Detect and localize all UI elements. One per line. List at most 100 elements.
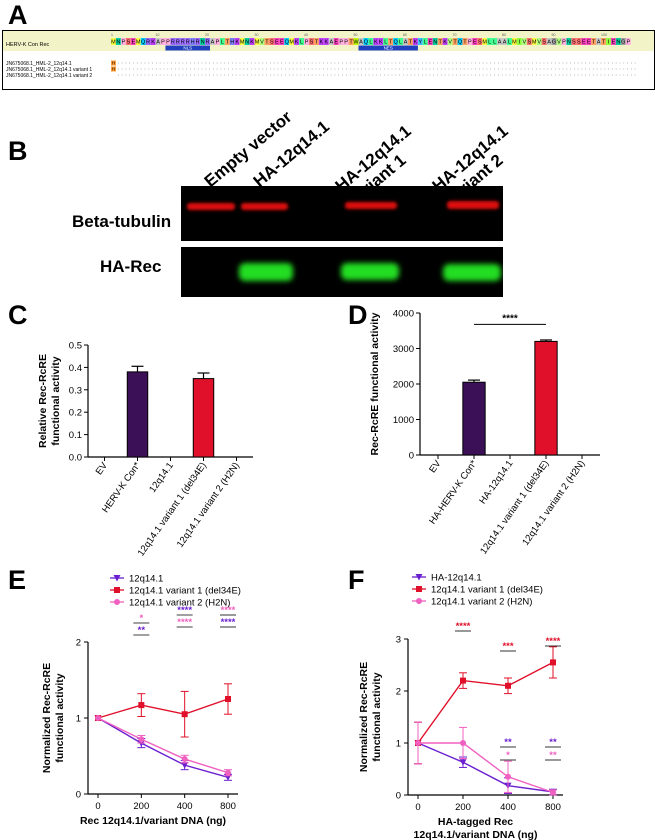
x-tick-label: 800: [545, 802, 561, 813]
residue-letter: L: [493, 40, 496, 46]
residue-letter: E: [612, 40, 616, 46]
residue-letter: M: [255, 40, 260, 46]
residue-cell: [388, 38, 394, 45]
residue-cell: [373, 38, 379, 45]
residue-letter: E: [582, 40, 586, 46]
residue-cell: [437, 38, 443, 45]
residue-letter: S: [542, 40, 546, 46]
nes-label: NES: [384, 46, 393, 51]
residue-cell: [561, 38, 567, 45]
residue-letter: A: [211, 40, 215, 46]
y-axis-label: Normalized Rec-RcREfunctional activity: [358, 662, 383, 772]
residue-cell: [625, 38, 631, 45]
nls-bar: [165, 45, 210, 51]
residue-letter: L: [399, 40, 402, 46]
panel-label-e: E: [8, 565, 27, 595]
data-point-triangle: [459, 759, 467, 766]
blot-tubulin: [181, 186, 503, 241]
residue-cell: [606, 38, 611, 45]
residue-cell: [205, 38, 210, 45]
residue-letter: K: [374, 40, 378, 46]
data-point-circle: [114, 599, 120, 605]
x-tick-label: 12q14.1: [147, 460, 176, 494]
residue-letter: T: [349, 40, 353, 46]
data-point-circle: [415, 740, 421, 746]
y-tick-label: 2: [396, 687, 401, 698]
text-line: functional activity: [54, 673, 66, 762]
residue-cell: [507, 38, 512, 45]
tubulin-band-1: [187, 203, 235, 210]
residue-letter: P: [468, 40, 472, 46]
significance-label: *: [506, 750, 510, 761]
residue-cell: [353, 38, 359, 45]
residue-cell: [393, 38, 399, 45]
ruler-tick-label: 50: [354, 33, 358, 37]
y-tick-label: 3000: [393, 344, 414, 355]
residue-cell: [457, 38, 463, 45]
series-line: [417, 661, 554, 744]
residue-cell: [210, 38, 215, 45]
y-tick-label: 1000: [393, 415, 414, 426]
data-point-triangle: [181, 762, 189, 769]
residue-letter: E: [473, 40, 477, 46]
residue-cell: [309, 38, 314, 45]
residue-letter: L: [300, 40, 303, 46]
residue-cell: [185, 38, 191, 45]
residue-letter: K: [443, 40, 447, 46]
ha-band-2: [239, 263, 293, 281]
x-tick-label: HA-12q14.1: [477, 458, 515, 506]
significance-label: ****: [177, 605, 192, 616]
y-tick-label: 0.0: [69, 453, 82, 464]
legend-label: 12q14.1: [129, 574, 163, 585]
y-tick-label: 0.3: [69, 385, 82, 396]
residue-letter: E: [280, 40, 284, 46]
consensus-name: HERV-K Con Rec: [6, 42, 50, 48]
residue-letter: G: [552, 40, 556, 46]
residue-cell: [417, 38, 423, 45]
significance-label: ****: [546, 636, 561, 647]
panel-label-b: B: [8, 136, 28, 166]
data-point-square: [505, 682, 511, 689]
significance-label: ****: [456, 621, 471, 632]
residue-letter: M: [289, 40, 294, 46]
residue-letter: E: [275, 40, 279, 46]
residue-letter: N: [567, 40, 571, 46]
residue-cell: [264, 38, 270, 45]
residue-cell: [571, 38, 577, 45]
series-line: [417, 742, 554, 793]
residue-letter: K: [414, 40, 418, 46]
residue-letter: V: [537, 40, 541, 46]
residue-letter: S: [577, 40, 581, 46]
residue-letter: R: [181, 40, 185, 46]
residue-letter: V: [557, 40, 561, 46]
x-tick-label: 200: [455, 802, 471, 813]
x-tick-label: 12q14.1 variant 1 (del34E): [478, 458, 551, 556]
residue-cell: [566, 38, 572, 45]
residue-cell: [150, 38, 156, 45]
y-tick-label: 1: [396, 739, 401, 750]
y-tick-label: 0.2: [69, 408, 82, 419]
residue-letter: M: [532, 40, 537, 46]
residue-letter: Q: [285, 40, 290, 46]
residue-cell: [378, 38, 384, 45]
y-tick-label: 0.4: [69, 363, 82, 374]
residue-letter: E: [428, 40, 432, 46]
residue-letter: S: [527, 40, 531, 46]
significance-label: **: [504, 737, 512, 748]
y-tick-label: 0.1: [69, 430, 82, 441]
residue-letter: T: [409, 40, 413, 46]
residue-letter: A: [359, 40, 363, 46]
significance-label: ****: [221, 617, 236, 628]
residue-letter: R: [146, 40, 150, 46]
residue-letter: W: [353, 40, 359, 46]
residue-cell: [556, 38, 562, 45]
bar: [462, 381, 486, 456]
y-axis-label: Normalized Rec-RcREfunctional activity: [41, 663, 66, 773]
residue-cell: [581, 38, 587, 45]
text-line: Normalized Rec-RcRE: [41, 663, 53, 773]
residue-cell: [442, 38, 448, 45]
data-point-triangle: [113, 575, 121, 582]
residue-cell: [586, 38, 592, 45]
residue-cell: [145, 38, 151, 45]
